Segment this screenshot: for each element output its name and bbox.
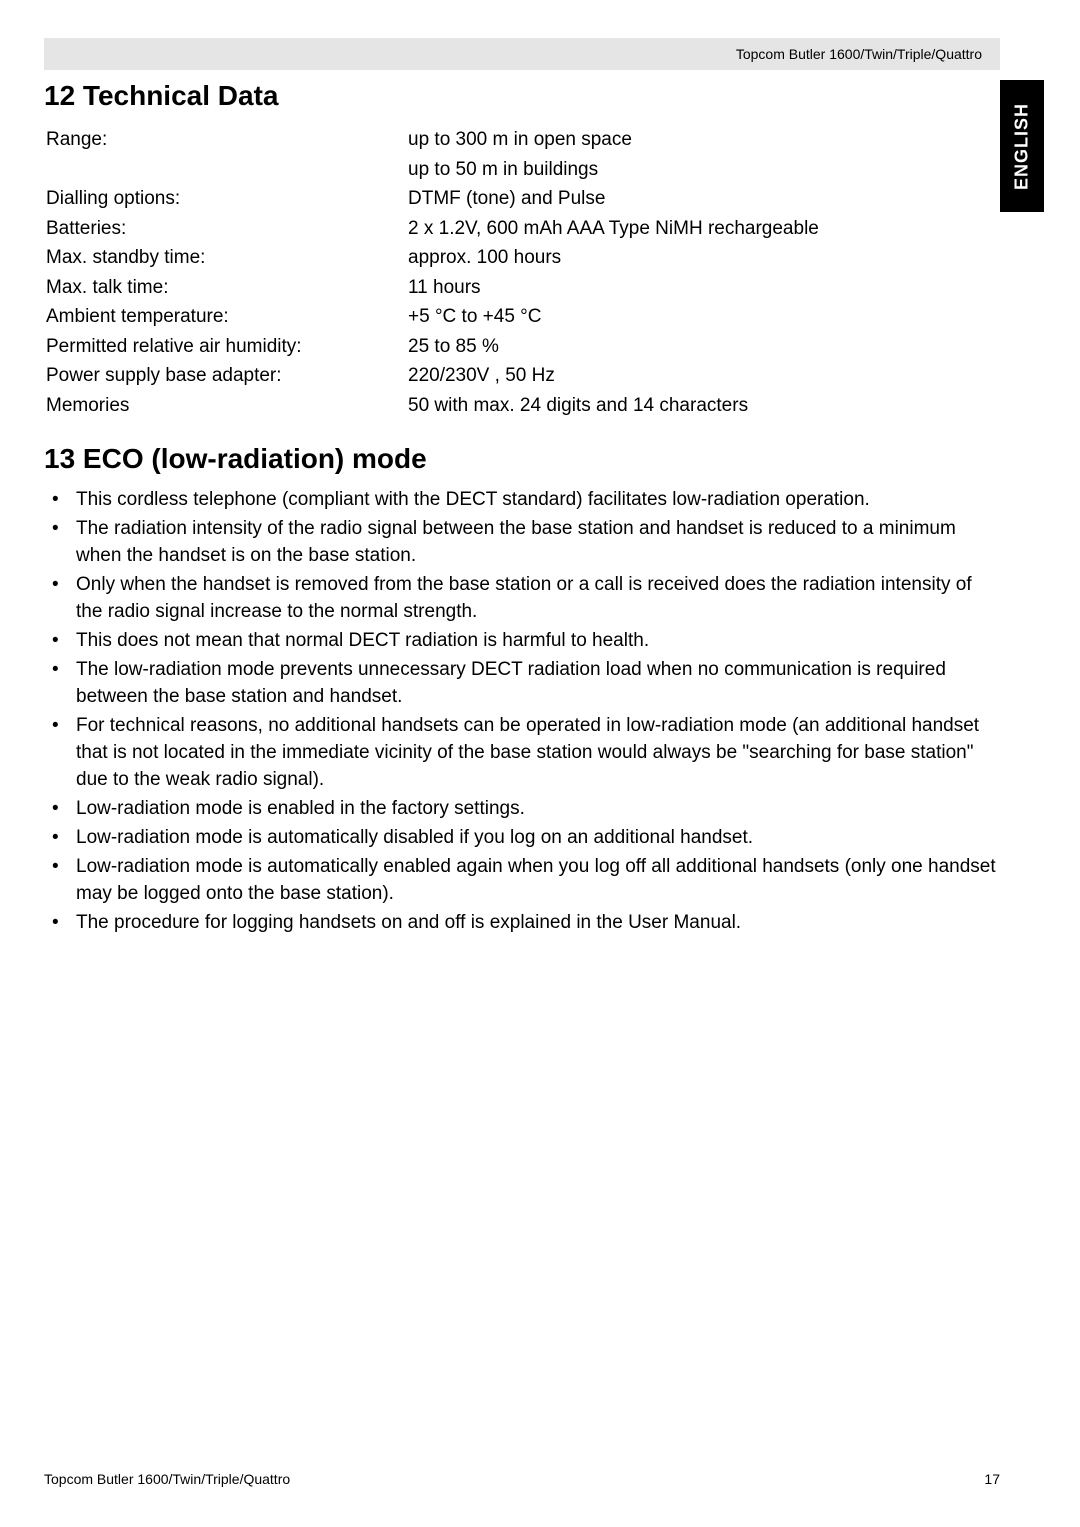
footer-page-number: 17 xyxy=(984,1471,1000,1487)
spec-label: Memories xyxy=(46,392,406,420)
spec-value: 11 hours xyxy=(408,274,998,302)
eco-bullet: Low-radiation mode is automatically disa… xyxy=(44,825,1000,852)
header-product: Topcom Butler 1600/Twin/Triple/Quattro xyxy=(736,46,982,62)
eco-bullet: The procedure for logging handsets on an… xyxy=(44,910,1000,937)
specs-table: Range:up to 300 m in open space up to 50… xyxy=(44,124,1000,421)
spec-row: Memories50 with max. 24 digits and 14 ch… xyxy=(46,392,998,420)
spec-value: up to 300 m in open space xyxy=(408,126,998,154)
eco-bullet: The radiation intensity of the radio sig… xyxy=(44,516,1000,570)
eco-bullet: Only when the handset is removed from th… xyxy=(44,572,1000,626)
spec-value: 25 to 85 % xyxy=(408,333,998,361)
eco-bullet: Low-radiation mode is enabled in the fac… xyxy=(44,796,1000,823)
eco-bullet-list: This cordless telephone (compliant with … xyxy=(44,487,1000,937)
spec-label: Permitted relative air humidity: xyxy=(46,333,406,361)
language-tab-label: ENGLISH xyxy=(1012,103,1033,190)
spec-row: Range:up to 300 m in open space xyxy=(46,126,998,154)
eco-bullet: Low-radiation mode is automatically enab… xyxy=(44,854,1000,908)
spec-value: DTMF (tone) and Pulse xyxy=(408,185,998,213)
section-12-title: 12 Technical Data xyxy=(44,80,1000,112)
spec-row: Ambient temperature:+5 °C to +45 °C xyxy=(46,303,998,331)
spec-row: Power supply base adapter:220/230V , 50 … xyxy=(46,362,998,390)
spec-label: Range: xyxy=(46,126,406,154)
spec-row: Max. talk time:11 hours xyxy=(46,274,998,302)
spec-value: +5 °C to +45 °C xyxy=(408,303,998,331)
language-tab: ENGLISH xyxy=(1000,80,1044,212)
spec-label xyxy=(46,156,406,184)
eco-bullet: For technical reasons, no additional han… xyxy=(44,713,1000,794)
eco-bullet: This cordless telephone (compliant with … xyxy=(44,487,1000,514)
spec-label: Batteries: xyxy=(46,215,406,243)
spec-value: up to 50 m in buildings xyxy=(408,156,998,184)
spec-label: Power supply base adapter: xyxy=(46,362,406,390)
spec-row: Max. standby time:approx. 100 hours xyxy=(46,244,998,272)
spec-label: Max. standby time: xyxy=(46,244,406,272)
footer: Topcom Butler 1600/Twin/Triple/Quattro 1… xyxy=(44,1471,1000,1487)
eco-bullet: The low-radiation mode prevents unnecess… xyxy=(44,657,1000,711)
spec-value: approx. 100 hours xyxy=(408,244,998,272)
header-band: Topcom Butler 1600/Twin/Triple/Quattro xyxy=(44,38,1000,70)
spec-row: Batteries:2 x 1.2V, 600 mAh AAA Type NiM… xyxy=(46,215,998,243)
spec-label: Dialling options: xyxy=(46,185,406,213)
spec-value: 220/230V , 50 Hz xyxy=(408,362,998,390)
spec-label: Ambient temperature: xyxy=(46,303,406,331)
spec-row: Permitted relative air humidity:25 to 85… xyxy=(46,333,998,361)
eco-bullet: This does not mean that normal DECT radi… xyxy=(44,628,1000,655)
spec-row: Dialling options:DTMF (tone) and Pulse xyxy=(46,185,998,213)
spec-row: up to 50 m in buildings xyxy=(46,156,998,184)
main-content: 12 Technical Data Range:up to 300 m in o… xyxy=(44,80,1000,939)
spec-label: Max. talk time: xyxy=(46,274,406,302)
spec-value: 2 x 1.2V, 600 mAh AAA Type NiMH recharge… xyxy=(408,215,998,243)
section-13-title: 13 ECO (low-radiation) mode xyxy=(44,443,1000,475)
section-13: 13 ECO (low-radiation) mode This cordles… xyxy=(44,443,1000,937)
footer-left: Topcom Butler 1600/Twin/Triple/Quattro xyxy=(44,1471,290,1487)
spec-value: 50 with max. 24 digits and 14 characters xyxy=(408,392,998,420)
